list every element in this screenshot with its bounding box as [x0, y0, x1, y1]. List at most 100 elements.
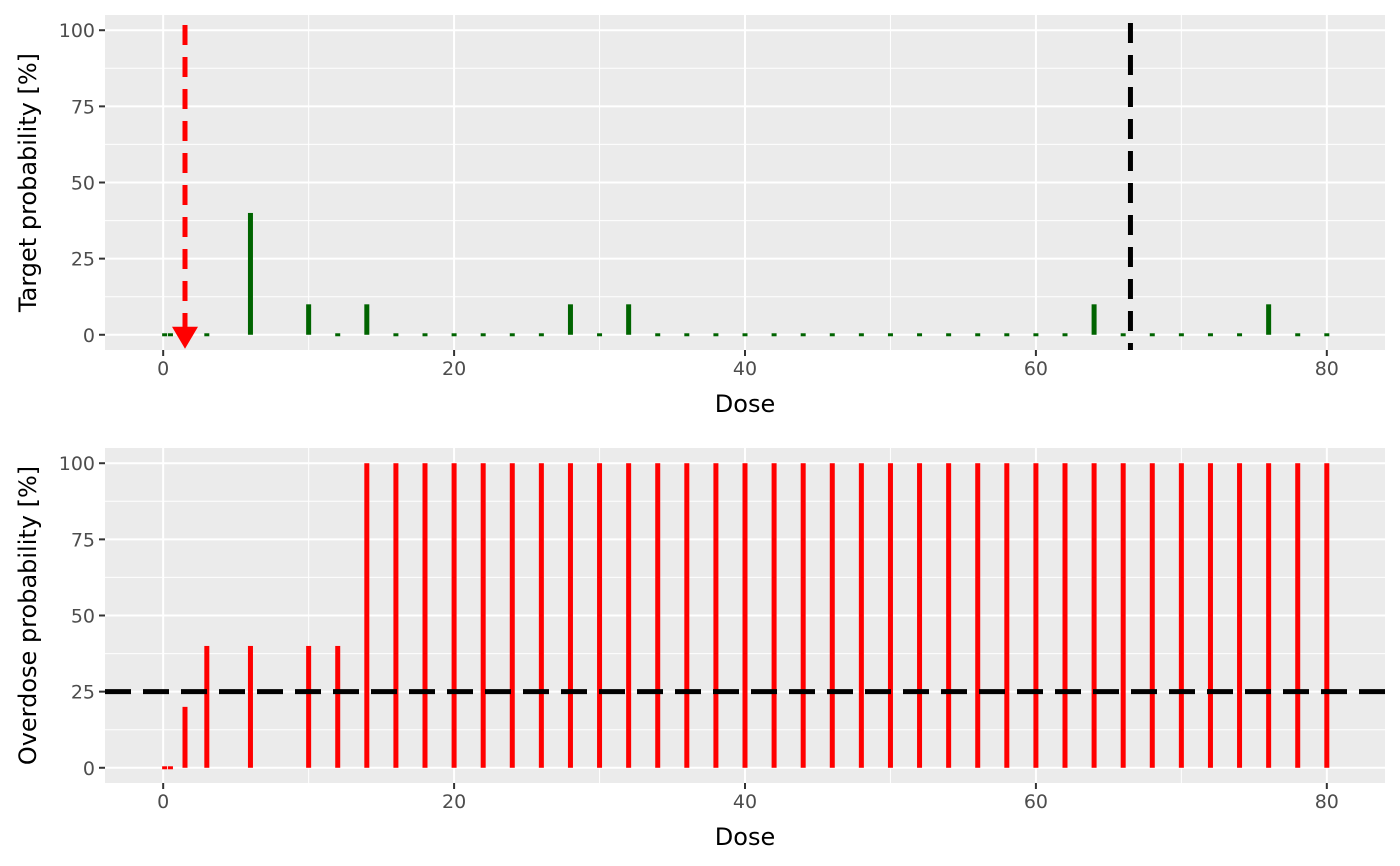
bar: [1178, 333, 1184, 337]
bar: [917, 463, 923, 768]
bar: [684, 333, 690, 337]
y-axis-title: Overdose probability [%]: [14, 466, 42, 765]
bar: [1004, 463, 1010, 768]
bar: [451, 333, 457, 337]
bar: [1149, 463, 1155, 768]
bar: [509, 333, 515, 337]
bar: [538, 463, 544, 768]
bar: [364, 304, 370, 335]
bar: [1120, 463, 1126, 768]
bar: [393, 463, 399, 768]
bar: [713, 463, 719, 768]
x-tick-label: 40: [733, 358, 757, 380]
bar: [1033, 333, 1039, 337]
bar: [1149, 333, 1155, 337]
x-tick-label: 80: [1315, 791, 1339, 813]
bar: [887, 333, 893, 337]
bar: [946, 333, 952, 337]
y-tick-label: 0: [83, 758, 95, 780]
bar: [167, 333, 173, 337]
x-tick-label: 20: [442, 791, 466, 813]
x-tick-label: 40: [733, 791, 757, 813]
bar: [713, 333, 719, 337]
bar: [655, 463, 661, 768]
bar: [204, 645, 210, 768]
bar: [597, 333, 603, 337]
bar: [422, 333, 428, 337]
bar: [306, 645, 312, 768]
bar: [162, 766, 168, 770]
bar: [655, 333, 661, 337]
y-tick-label: 50: [71, 173, 95, 195]
bar: [335, 333, 341, 337]
bar: [247, 212, 253, 335]
bar: [567, 304, 573, 335]
bar: [829, 463, 835, 768]
y-tick-label: 0: [83, 325, 95, 347]
bar: [1295, 463, 1301, 768]
bar: [684, 463, 690, 768]
bar: [1178, 463, 1184, 768]
bar: [182, 706, 188, 768]
bar: [917, 333, 923, 337]
bar: [1237, 333, 1243, 337]
y-tick-label: 75: [71, 96, 95, 118]
bar: [626, 304, 632, 335]
bar: [1062, 463, 1068, 768]
bar: [247, 645, 253, 768]
y-tick-label: 25: [71, 249, 95, 271]
bar: [742, 463, 748, 768]
bar: [626, 463, 632, 768]
bar: [1091, 463, 1097, 768]
x-tick-label: 0: [157, 791, 169, 813]
bar: [1062, 333, 1068, 337]
bar: [162, 333, 168, 337]
bar: [167, 766, 173, 770]
x-tick-label: 20: [442, 358, 466, 380]
bar: [1091, 304, 1097, 335]
bar: [858, 333, 864, 337]
y-tick-label: 75: [71, 529, 95, 551]
x-tick-label: 60: [1024, 358, 1048, 380]
bar: [480, 333, 486, 337]
bar: [1266, 304, 1272, 335]
bar: [480, 463, 486, 768]
bar: [946, 463, 952, 768]
bar: [451, 463, 457, 768]
y-tick-label: 100: [59, 453, 95, 475]
x-tick-label: 60: [1024, 791, 1048, 813]
bar: [1324, 333, 1330, 337]
bar: [393, 333, 399, 337]
bar: [800, 333, 806, 337]
bar: [887, 463, 893, 768]
bar: [509, 463, 515, 768]
bar: [538, 333, 544, 337]
bar: [771, 463, 777, 768]
bar: [204, 333, 210, 337]
next-dose-marker: [172, 326, 198, 349]
bar: [1295, 333, 1301, 337]
bar: [364, 463, 370, 768]
bar: [1207, 333, 1213, 337]
x-tick-label: 80: [1315, 358, 1339, 380]
bar: [858, 463, 864, 768]
bar: [1207, 463, 1213, 768]
bar: [1120, 333, 1126, 337]
x-axis-title: Dose: [715, 823, 775, 851]
bar: [335, 645, 341, 768]
x-tick-label: 0: [157, 358, 169, 380]
bar: [597, 463, 603, 768]
bar: [800, 463, 806, 768]
bar: [1004, 333, 1010, 337]
bar: [306, 304, 312, 335]
bar: [975, 463, 981, 768]
y-axis-title: Target probability [%]: [14, 53, 42, 313]
bar: [742, 333, 748, 337]
y-tick-label: 25: [71, 682, 95, 704]
y-tick-label: 100: [59, 20, 95, 42]
bar: [567, 463, 573, 768]
bar: [1033, 463, 1039, 768]
bar: [1237, 463, 1243, 768]
bar: [975, 333, 981, 337]
